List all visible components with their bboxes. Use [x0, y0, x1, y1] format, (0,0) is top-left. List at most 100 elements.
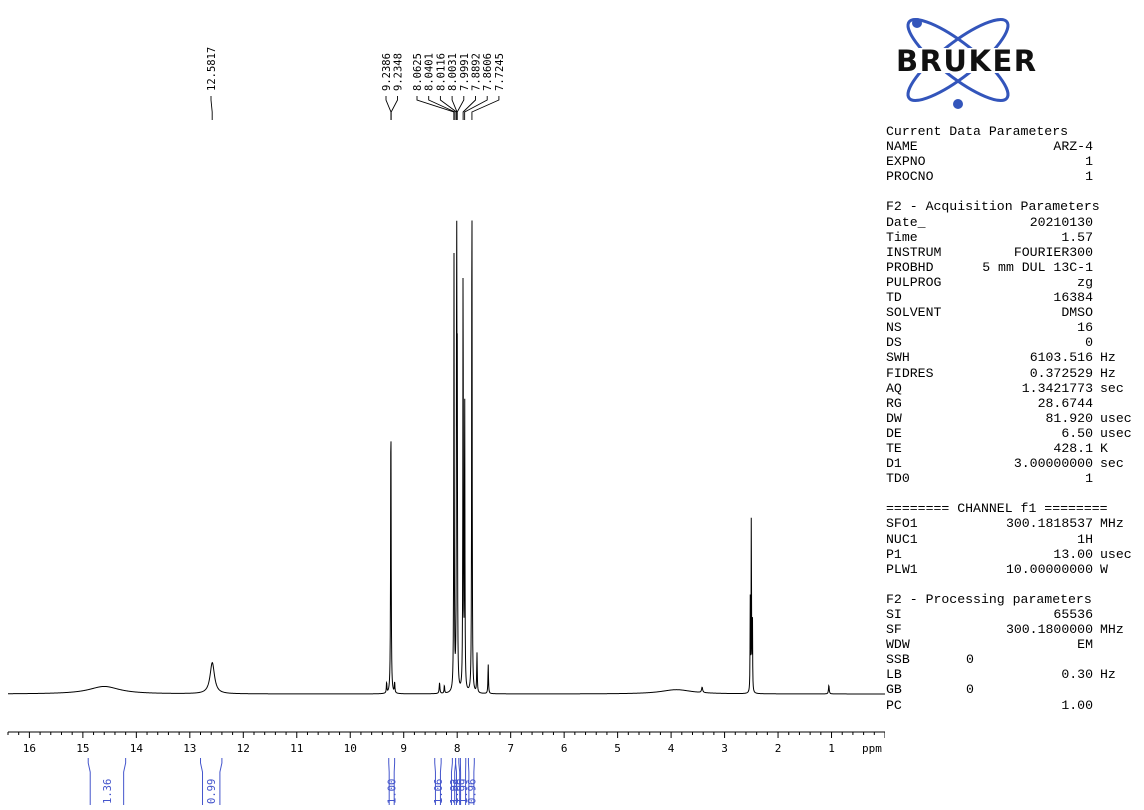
x-tick-label: 1 — [828, 742, 835, 755]
section-heading: ======== CHANNEL f1 ======== — [886, 501, 1108, 517]
param-unit: Hz — [1100, 350, 1116, 366]
param-key: TD — [886, 290, 902, 306]
x-tick-label: 10 — [344, 742, 357, 755]
param-key: PROBHD — [886, 259, 934, 275]
param-row: WDW EM — [886, 637, 1142, 652]
x-tick-label: 6 — [561, 742, 568, 755]
param-key: P1 — [886, 546, 902, 562]
param-value: 65536 — [1053, 607, 1093, 622]
peak-leader-line — [210, 96, 213, 120]
param-key: DS — [886, 335, 902, 351]
integral-group: 1.36 0.99 1.00 1.06 1.921.081.990.96 — [87, 758, 478, 805]
peak-label: 7.8606 — [482, 53, 494, 91]
section-heading: F2 - Acquisition Parameters — [886, 199, 1100, 215]
integral-value: 1.99 — [458, 779, 470, 804]
acquisition-parameters: F2 - Acquisition Parameters Date_ 2021013… — [886, 199, 1142, 486]
param-value: 1.00 — [1061, 697, 1093, 713]
param-key: TD0 — [886, 471, 910, 487]
param-row: EXPNO 1 — [886, 154, 1142, 169]
peak-label: 7.8892 — [471, 53, 483, 91]
param-row: SSB 0 — [886, 652, 1142, 667]
atom-rings-icon — [906, 18, 1010, 102]
peak-label: 9.2348 — [393, 53, 405, 91]
param-row: DE 6.50 usec — [886, 426, 1142, 441]
param-value: 1H — [1077, 531, 1093, 547]
x-tick-label: 14 — [130, 742, 144, 755]
param-value: 300.1800000 — [1005, 622, 1093, 638]
peak-label: 8.0625 — [412, 53, 424, 91]
logo-text: BRUKER — [896, 44, 1038, 78]
param-value: EM — [1077, 637, 1093, 653]
peak-leader-line — [385, 96, 392, 120]
param-unit: usec — [1100, 410, 1132, 426]
param-unit: W — [1100, 561, 1108, 577]
bruker-logo: BRUKER — [892, 18, 1078, 109]
param-value: 1 — [1085, 154, 1093, 170]
param-key: RG — [886, 395, 902, 411]
x-tick-label: 2 — [775, 742, 782, 755]
x-axis-label: ppm — [862, 742, 882, 755]
x-tick-label: 12 — [237, 742, 250, 755]
integral-bracket — [388, 758, 396, 805]
param-row: PLW1 10.00000000 W — [886, 562, 1142, 577]
param-value: zg — [1077, 274, 1093, 290]
param-row: NS 16 — [886, 320, 1142, 335]
param-value: 13.00 — [1053, 546, 1093, 562]
param-key: D1 — [886, 456, 902, 472]
peak-label: 9.2386 — [381, 53, 393, 91]
integral-bracket — [454, 758, 461, 805]
peak-label-group: 12.5817 9.2386 9.2348 8.0625 8.0401 8.0116 8.0… — [206, 47, 506, 120]
x-tick-label: 7 — [507, 742, 514, 755]
x-axis: 16 15 14 13 12 11 10 9 8 7 6 5 4 3 2 1 ppm — [7, 731, 885, 755]
spectrum-trace — [7, 220, 885, 695]
param-key: PLW1 — [886, 561, 918, 577]
spectrum-group — [7, 220, 885, 695]
param-row: PROBHD 5 mm DUL 13C-1 — [886, 260, 1142, 275]
param-key: SF — [886, 622, 902, 638]
param-row: Time 1.57 — [886, 230, 1142, 245]
param-key: AQ — [886, 380, 902, 396]
peak-leader-line — [416, 96, 455, 120]
param-key: NUC1 — [886, 531, 918, 547]
param-value: 0.30 — [1061, 667, 1093, 683]
integral-value: 1.00 — [387, 779, 399, 804]
x-tick-label: 11 — [290, 742, 303, 755]
peak-label: 8.0116 — [435, 53, 447, 91]
param-key: LB — [886, 667, 902, 683]
x-tick-label: 4 — [668, 742, 675, 755]
param-key: INSTRUM — [886, 244, 942, 260]
param-key: NAME — [886, 139, 918, 155]
param-value: 0 — [1085, 335, 1093, 351]
param-key: SWH — [886, 350, 910, 366]
peak-label: 7.9991 — [459, 53, 471, 91]
param-unit: usec — [1100, 546, 1132, 562]
param-row: PROCNO 1 — [886, 169, 1142, 184]
param-key: SFO1 — [886, 516, 918, 532]
param-key: DW — [886, 410, 902, 426]
param-row: DS 0 — [886, 335, 1142, 350]
x-tick-label: 8 — [454, 742, 461, 755]
x-tick-label: 13 — [183, 742, 196, 755]
peak-label: 7.7245 — [494, 53, 506, 91]
param-unit: MHz — [1100, 622, 1124, 638]
param-row: TE 428.1 K — [886, 441, 1142, 456]
integral-bracket — [87, 758, 127, 805]
param-row: D1 3.00000000 sec — [886, 456, 1142, 471]
param-key: PULPROG — [886, 274, 942, 290]
peak-leader-line — [428, 96, 456, 120]
parameter-panel: Current Data Parameters NAME ARZ-4 EXPNO 1 P… — [886, 124, 1142, 728]
peak-label: 12.5817 — [206, 47, 218, 91]
param-value: 28.6744 — [1037, 395, 1093, 411]
param-value: 6103.516 — [1029, 350, 1093, 366]
peak-leader-line — [464, 96, 488, 120]
param-unit: sec — [1100, 380, 1124, 396]
param-value: 0 — [966, 682, 974, 698]
param-row: FIDRES 0.372529 Hz — [886, 366, 1142, 381]
channel-f1-parameters: ======== CHANNEL f1 ======== SFO1 300.181… — [886, 501, 1142, 576]
peak-label: 8.0031 — [447, 53, 459, 91]
param-row: TD 16384 — [886, 290, 1142, 305]
param-row: TD0 1 — [886, 471, 1142, 486]
param-value: 428.1 — [1053, 440, 1093, 456]
param-key: SSB — [886, 652, 910, 668]
x-tick-label: 3 — [721, 742, 728, 755]
